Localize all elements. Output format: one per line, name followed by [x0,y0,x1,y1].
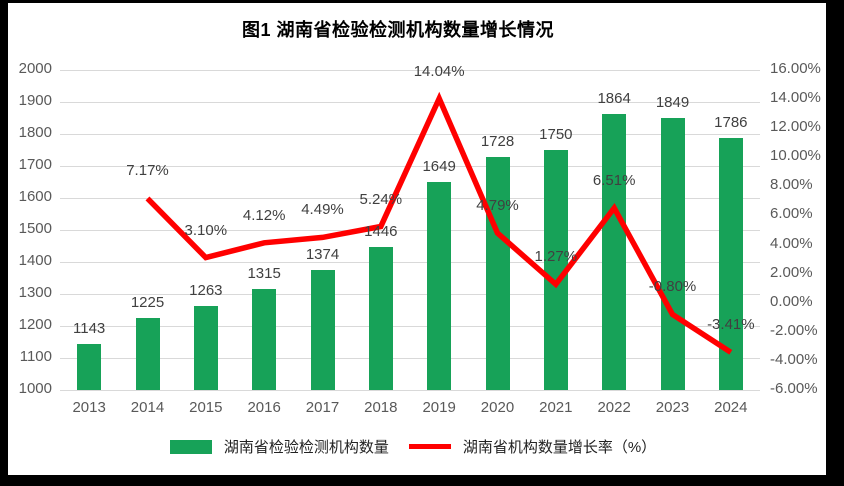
bar [252,289,277,390]
line-value-label: 3.10% [184,221,228,239]
legend: 湖南省检验检测机构数量 湖南省机构数量增长率（%） [8,436,818,457]
left-axis-tick-label: 1500 [18,220,52,237]
right-axis-tick-label: 16.00% [770,60,821,77]
x-axis-label: 2023 [655,399,690,416]
x-axis-label: 2015 [189,399,223,416]
bar-value-label: 1446 [364,223,398,241]
x-axis-label: 2014 [130,399,165,416]
right-axis-tick-label: 14.00% [770,89,821,107]
right-axis-tick-label: 2.00% [770,263,813,281]
line-value-label: 4.79% [476,197,519,215]
line-value-label: -0.80% [648,278,697,296]
left-axis-tick-label: 2000 [18,60,52,77]
bar-value-label: 1143 [73,320,106,338]
right-axis-tick-label: 0.00% [770,292,813,310]
x-axis-label: 2016 [247,399,281,416]
left-axis-tick-label: 1900 [18,92,52,109]
bar-value-label: 1849 [655,94,690,112]
right-axis-tick-label: -6.00% [770,380,818,397]
bar [135,318,160,390]
bar [368,247,393,390]
right-axis-tick-label: -2.00% [770,321,818,339]
bar [485,157,510,390]
line-value-label: 5.24% [359,190,403,208]
gridline [60,69,760,71]
gridline [60,133,760,135]
x-axis-label: 2021 [539,399,573,416]
x-axis-label: 2020 [480,399,515,416]
line-value-label: 7.17% [126,162,169,180]
bar-value-label: 1649 [422,158,456,176]
x-axis-label: 2022 [597,399,631,416]
legend-bar-label: 湖南省检验检测机构数量 [223,439,389,456]
x-axis-label: 2019 [422,399,456,416]
gridline [60,357,760,359]
bar [427,182,452,390]
right-axis-tick-label: -4.00% [770,350,818,368]
bar [193,305,218,390]
bar-value-label: 1225 [130,294,165,311]
bar-value-label: 1263 [189,281,223,299]
x-axis-label: 2013 [72,399,106,416]
gridline [60,389,760,391]
line-value-label: 14.04% [413,62,465,80]
left-axis-tick-label: 1100 [19,348,52,365]
left-axis-tick-label: 1800 [18,124,52,141]
x-axis-label: 2018 [364,399,398,416]
bar-value-label: 1864 [597,89,631,107]
left-axis-tick-label: 1000 [18,380,52,397]
right-axis-tick-label: 12.00% [770,118,821,136]
line-value-label: -3.41% [707,316,755,334]
bar-value-label: 1750 [539,126,573,143]
right-axis-tick-label: 4.00% [770,234,813,252]
bar [543,150,568,390]
bar [602,113,627,390]
bar [77,344,102,390]
x-axis-label: 2024 [714,399,748,416]
line-value-label: 6.51% [592,172,636,190]
right-axis-tick-label: 8.00% [770,176,813,194]
legend-line-swatch-icon [408,444,451,449]
bar [660,118,685,390]
left-axis-tick-label: 1300 [18,284,52,301]
gridline [60,261,760,263]
bar-value-label: 1374 [305,246,340,264]
right-axis-tick-label: 6.00% [770,205,813,223]
bar [310,270,335,390]
legend-bar-swatch-icon [169,439,212,454]
bar-value-label: 1315 [247,265,281,283]
right-axis-tick-label: 10.00% [770,147,821,165]
bar [718,138,743,390]
bar-value-label: 1786 [714,114,748,132]
bar-value-label: 1728 [480,133,515,151]
left-axis-tick-label: 1400 [18,252,52,269]
x-axis-label: 2017 [305,399,340,416]
line-value-label: 1.27% [534,248,578,266]
left-axis-tick-label: 1200 [18,316,52,333]
chart-title: 图1 湖南省检验检测机构数量增长情况 [241,20,554,40]
gridline [60,325,760,327]
left-axis-tick-label: 1700 [18,156,52,173]
legend-line-label: 湖南省机构数量增长率（%） [462,439,657,456]
left-axis-tick-label: 1600 [18,188,52,205]
